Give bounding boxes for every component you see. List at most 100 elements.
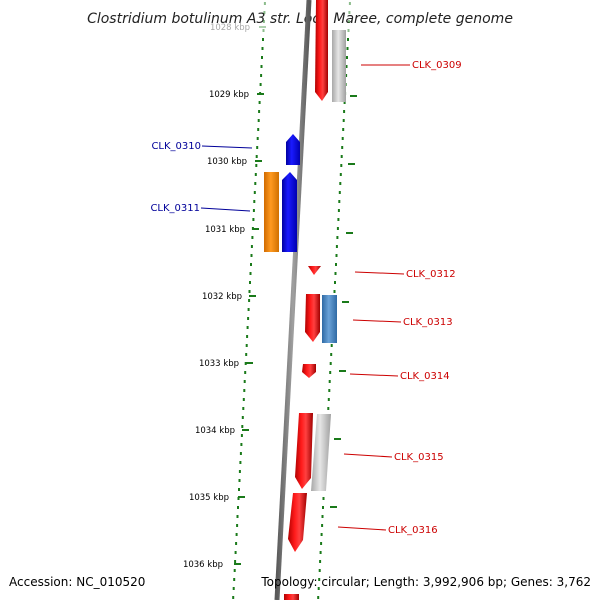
ruler-dot <box>243 389 246 392</box>
ruler-dot <box>233 569 236 572</box>
ruler-dot <box>263 11 266 14</box>
ruler-dot <box>245 353 248 356</box>
ruler-dot <box>238 479 241 482</box>
label-clk0311[interactable]: CLK_0311 <box>150 203 251 214</box>
ruler-dot <box>317 596 320 599</box>
label-clk0310[interactable]: CLK_0310 <box>151 141 253 152</box>
ruler-dot <box>249 281 251 284</box>
ruler-dot <box>319 551 322 554</box>
ruler-dot <box>346 56 348 59</box>
accession-text: Accession: NC_010520 <box>9 575 145 589</box>
rna-feature-gray-top[interactable] <box>332 30 346 102</box>
label-clk0315[interactable]: CLK_0315 <box>343 452 444 463</box>
ruler-dot <box>336 227 339 230</box>
tick-label: 1028 kbp <box>210 23 250 33</box>
ruler-dot <box>339 182 342 185</box>
ruler-dot <box>251 236 254 239</box>
ruler-dot <box>322 506 324 509</box>
gene-feature-clk0314[interactable] <box>302 364 316 378</box>
ruler-dot <box>262 29 265 32</box>
tick-1031kbp: 1031 kbp <box>205 225 259 235</box>
tick-1032kbp: 1032 kbp <box>202 292 256 302</box>
ruler-dot <box>252 209 255 212</box>
tick-label: 1031 kbp <box>205 225 245 235</box>
gene-label-text[interactable]: CLK_0311 <box>150 203 200 214</box>
ruler-dot <box>243 380 246 383</box>
ruler-dot <box>262 20 265 23</box>
ruler-dot <box>321 524 324 527</box>
ruler-dot <box>233 578 236 581</box>
outer-ring-ticks <box>330 95 357 508</box>
rna-feature-gray-bottom[interactable] <box>311 414 331 491</box>
gene-feature-orange[interactable] <box>264 172 279 252</box>
gene-feature-clk0310[interactable] <box>286 134 300 165</box>
label-clk0314[interactable]: CLK_0314 <box>349 371 450 382</box>
gene-feature-clk0312[interactable] <box>308 266 321 275</box>
ruler-dot <box>346 47 349 50</box>
gene-label-text[interactable]: CLK_0313 <box>403 317 453 328</box>
ruler-dot <box>257 119 260 122</box>
ruler-dot <box>318 578 321 581</box>
ruler-dot <box>260 65 263 68</box>
ruler-dot <box>237 497 240 500</box>
gene-feature-clk0315[interactable] <box>295 413 313 489</box>
ruler-dot <box>335 254 338 257</box>
ruler-dot <box>247 308 250 311</box>
gene-feature-clk0316[interactable] <box>288 493 307 552</box>
ruler-dot <box>340 155 343 158</box>
ruler-dot <box>256 137 259 140</box>
gene-label-text[interactable]: CLK_0312 <box>406 269 456 280</box>
ruler-dot <box>258 101 261 104</box>
ruler-dot <box>235 533 238 536</box>
ruler-dot <box>258 110 261 113</box>
ruler-dot <box>253 191 256 194</box>
ruler-dot <box>247 317 250 320</box>
ruler-dot <box>237 506 239 509</box>
ruler-dot <box>342 128 345 131</box>
ruler-dot <box>244 362 247 365</box>
map-title: Clostridium botulinum A3 str. Loch Maree… <box>87 11 513 27</box>
ruler-dot <box>245 344 248 347</box>
tick-1036kbp: 1036 kbp <box>183 560 241 570</box>
ruler-ticks: 1028 kbp 1029 kbp 1030 kbp 1031 kbp 1032… <box>183 23 266 570</box>
label-clk0309[interactable]: CLK_0309 <box>361 60 462 71</box>
gene-feature-clk0311[interactable] <box>282 172 297 252</box>
ruler-dot <box>239 461 242 464</box>
ruler-dot <box>347 38 349 41</box>
ruler-dot <box>235 542 238 545</box>
ruler-dot <box>337 218 340 221</box>
gene-feature-clk0313[interactable] <box>305 294 320 342</box>
label-clk0312[interactable]: CLK_0312 <box>354 269 456 280</box>
ruler-dot <box>341 137 344 140</box>
gene-label-text[interactable]: CLK_0314 <box>400 371 450 382</box>
ruler-dot <box>250 254 253 257</box>
tick-1028kbp: 1028 kbp <box>210 23 266 33</box>
ruler-dot <box>322 497 325 500</box>
ruler-dot <box>334 272 337 275</box>
ruler-dot <box>254 173 257 176</box>
gene-labels: CLK_0309 CLK_0310 CLK_0311 CLK_0312 CLK_… <box>150 60 461 536</box>
tick-label: 1033 kbp <box>199 359 239 369</box>
ruler-dot <box>347 29 350 32</box>
ruler-dot <box>348 2 351 5</box>
gene-feature-partial-bottom[interactable] <box>284 594 299 600</box>
ruler-dot <box>246 326 249 329</box>
label-clk0313[interactable]: CLK_0313 <box>352 317 453 328</box>
ruler-dot <box>257 128 260 131</box>
gene-label-text[interactable]: CLK_0309 <box>412 60 462 71</box>
ruler-dot <box>236 515 239 518</box>
genome-backbone <box>274 0 312 600</box>
ruler-dot <box>242 398 245 401</box>
gene-label-text[interactable]: CLK_0316 <box>388 525 438 536</box>
ruler-dot <box>348 11 351 14</box>
gene-label-text[interactable]: CLK_0310 <box>151 141 201 152</box>
tick-label: 1034 kbp <box>195 426 235 436</box>
ruler-dot <box>232 596 235 599</box>
ruler-dot <box>343 110 346 113</box>
label-clk0316[interactable]: CLK_0316 <box>337 525 438 536</box>
gene-label-text[interactable]: CLK_0315 <box>394 452 444 463</box>
ruler-dot <box>334 281 336 284</box>
gene-feature-clk0309[interactable] <box>315 0 328 101</box>
gene-feature-steelblue[interactable] <box>322 295 337 343</box>
ruler-dot <box>330 344 333 347</box>
